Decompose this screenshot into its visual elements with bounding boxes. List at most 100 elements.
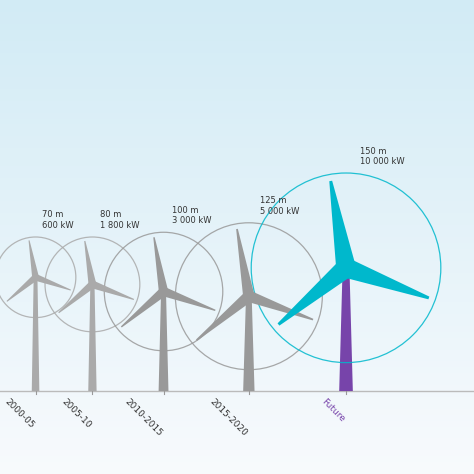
Bar (0, 137, 474, 142)
Polygon shape (343, 258, 429, 299)
Bar (0, 225, 474, 231)
Bar (0, 456, 474, 462)
Bar (0, 89, 474, 95)
Bar (0, 95, 474, 101)
Text: 80 m
1 800 kW: 80 m 1 800 kW (100, 210, 139, 230)
Bar (0, 243, 474, 249)
Circle shape (89, 281, 96, 288)
Polygon shape (329, 181, 356, 270)
Text: Future: Future (319, 397, 346, 424)
Bar (0, 125, 474, 130)
Polygon shape (58, 282, 95, 313)
Circle shape (32, 274, 39, 281)
Circle shape (244, 291, 254, 301)
Text: 150 m
10 000 kW: 150 m 10 000 kW (360, 146, 405, 166)
Bar (0, 385, 474, 391)
Bar (0, 432, 474, 438)
Bar (0, 462, 474, 468)
Bar (0, 18, 474, 24)
Bar (0, 30, 474, 36)
Polygon shape (91, 281, 134, 300)
Polygon shape (162, 287, 216, 311)
Bar (0, 142, 474, 148)
Bar (0, 118, 474, 124)
Text: 2000-05: 2000-05 (2, 397, 36, 430)
Bar (0, 54, 474, 59)
Circle shape (159, 287, 168, 296)
Bar (0, 231, 474, 237)
Bar (0, 337, 474, 344)
Bar (0, 326, 474, 332)
Bar (0, 261, 474, 266)
Bar (0, 77, 474, 83)
Bar (0, 172, 474, 178)
Bar (0, 397, 474, 403)
Polygon shape (32, 277, 39, 391)
Circle shape (340, 262, 352, 274)
Bar (0, 350, 474, 356)
Bar (0, 421, 474, 427)
Polygon shape (88, 284, 97, 391)
Bar (0, 130, 474, 137)
Polygon shape (84, 241, 96, 285)
Bar (0, 308, 474, 314)
Bar (0, 273, 474, 279)
Bar (0, 101, 474, 107)
Bar (0, 320, 474, 326)
Polygon shape (121, 288, 166, 328)
Bar (0, 184, 474, 190)
Bar (0, 0, 474, 6)
Bar (0, 468, 474, 474)
Bar (0, 148, 474, 154)
Bar (0, 6, 474, 12)
Bar (0, 208, 474, 213)
Bar (0, 12, 474, 18)
Bar (0, 65, 474, 71)
Text: 2015-2020: 2015-2020 (208, 397, 249, 438)
Bar (0, 403, 474, 409)
Polygon shape (236, 229, 255, 297)
Polygon shape (247, 291, 313, 320)
Bar (0, 249, 474, 255)
Text: 2005-10: 2005-10 (59, 397, 92, 430)
Bar (0, 219, 474, 225)
Bar (0, 296, 474, 302)
Bar (0, 42, 474, 47)
Bar (0, 379, 474, 385)
Bar (0, 344, 474, 350)
Bar (0, 438, 474, 445)
Bar (0, 36, 474, 42)
Bar (0, 237, 474, 243)
Polygon shape (196, 292, 253, 341)
Bar (0, 279, 474, 284)
Bar (0, 59, 474, 65)
Bar (0, 374, 474, 379)
Bar (0, 356, 474, 362)
Bar (0, 255, 474, 261)
Bar (0, 409, 474, 415)
Bar (0, 166, 474, 172)
Polygon shape (28, 240, 39, 278)
Bar (0, 314, 474, 320)
Bar (0, 83, 474, 89)
Bar (0, 332, 474, 338)
Bar (0, 290, 474, 296)
Bar (0, 361, 474, 367)
Bar (0, 201, 474, 208)
Polygon shape (243, 296, 255, 391)
Bar (0, 113, 474, 118)
Text: 2010-2015: 2010-2015 (122, 397, 164, 438)
Bar (0, 160, 474, 166)
Polygon shape (7, 275, 38, 302)
Bar (0, 107, 474, 113)
Bar (0, 190, 474, 195)
Polygon shape (339, 268, 353, 391)
Bar (0, 415, 474, 421)
Bar (0, 391, 474, 397)
Polygon shape (35, 274, 71, 291)
Polygon shape (278, 260, 352, 326)
Text: 70 m
600 kW: 70 m 600 kW (42, 210, 73, 230)
Bar (0, 71, 474, 77)
Text: 125 m
5 000 kW: 125 m 5 000 kW (260, 196, 299, 216)
Polygon shape (153, 237, 168, 292)
